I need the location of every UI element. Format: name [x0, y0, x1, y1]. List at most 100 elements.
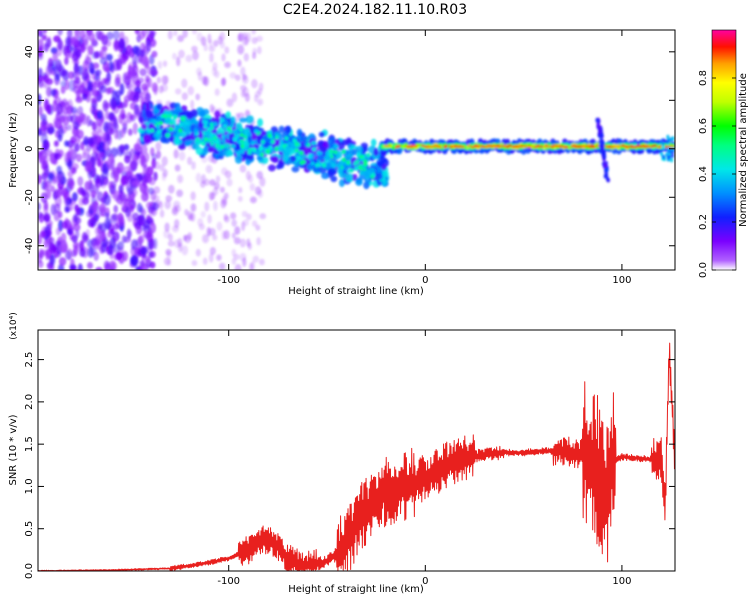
- spectrogram-cell: [81, 93, 88, 101]
- spectrogram-cell: [159, 209, 165, 218]
- spectrogram-cell: [231, 257, 237, 265]
- spectrogram-cell: [76, 135, 81, 144]
- spectrogram-cell: [258, 258, 265, 266]
- spectrogram-cell: [106, 31, 114, 41]
- spectrogram-cell: [46, 263, 55, 270]
- spectrogram-cell: [70, 135, 77, 144]
- spectrogram-cell: [120, 119, 128, 127]
- spectrogram-cell: [89, 203, 97, 210]
- spectrogram-cell: [166, 259, 172, 266]
- spectrogram-cell: [671, 136, 675, 141]
- spectrogram-cell: [123, 71, 131, 81]
- spectrogram-cell: [278, 125, 285, 133]
- spectrogram-cell: [231, 248, 237, 257]
- spectrogram-cell: [202, 257, 208, 265]
- spectrogram-cell: [325, 162, 332, 170]
- spectrogram-cell: [668, 147, 672, 152]
- spectrogram-cell: [123, 143, 130, 151]
- spectrogram-cell: [591, 145, 596, 149]
- spectrogram-cell: [234, 74, 241, 81]
- spectrogram-cell: [287, 141, 292, 146]
- spectrogram-cell: [156, 76, 161, 84]
- spectrogram-cell: [53, 152, 60, 161]
- spectrogram-cell: [666, 155, 671, 160]
- spectrogram-cell: [333, 150, 338, 155]
- spectrogram-cell: [40, 113, 47, 122]
- spectrogram-cell: [608, 145, 613, 148]
- spectrogram-cell: [71, 162, 79, 170]
- spectrogram-cell: [231, 92, 238, 103]
- snr-y-axis-label: SNR (10 * v/v): [8, 414, 19, 485]
- spectrogram-cell: [44, 97, 49, 108]
- spectrogram-cell: [240, 149, 245, 155]
- spectrogram-cell: [79, 81, 85, 88]
- spectrogram-cell: [155, 141, 162, 151]
- spectrogram-cell: [256, 35, 263, 42]
- spectrogram-cell: [670, 145, 675, 148]
- spectrogram-cell: [74, 229, 80, 239]
- spectrogram-cell: [233, 237, 241, 245]
- figure-title: C2E4.2024.182.11.10.R03: [282, 2, 468, 18]
- spectrogram-cell: [90, 97, 98, 104]
- spectrogram-cell: [71, 51, 80, 62]
- spectrogram-cell: [69, 263, 77, 270]
- spectrogram-cell: [200, 141, 206, 146]
- spectrogram-cell: [380, 157, 388, 163]
- spectrogram-cell: [172, 114, 178, 119]
- spectrogram-cell: [370, 138, 377, 147]
- spectrogram-cell: [126, 186, 134, 196]
- spectrogram-cell: [54, 119, 62, 127]
- spectrogram-cell: [413, 144, 418, 147]
- spectrogram-cell: [46, 149, 53, 157]
- spectrogram-cell: [138, 30, 146, 40]
- spectrogram-cell: [41, 34, 48, 41]
- spectrogram-cell: [208, 45, 216, 52]
- spectrogram-cell: [95, 266, 103, 270]
- spectrogram-cell: [373, 147, 379, 157]
- spectrogram-cell: [301, 159, 306, 165]
- spectrogram-cell: [507, 144, 512, 147]
- spectrogram-cell: [104, 212, 110, 219]
- spectrogram-cell: [82, 60, 89, 72]
- spectrogram-cell: [113, 117, 118, 130]
- spectrogram-cell: [116, 162, 125, 174]
- spectrogram-cell: [218, 262, 226, 270]
- spectrogram-cell: [67, 180, 76, 187]
- spectrogram-cell: [363, 181, 370, 190]
- spectrogram-cell: [133, 107, 141, 119]
- snr-series-line: [38, 342, 675, 571]
- spectrogram-cell: [145, 102, 151, 111]
- spectrogram-cell: [265, 149, 271, 154]
- spectrogram-cell: [145, 255, 151, 265]
- spectrogram-cell: [198, 223, 205, 231]
- spectrogram-cell: [466, 144, 471, 147]
- spectrogram-cell: [47, 172, 54, 183]
- spectrogram-cell: [325, 155, 331, 160]
- spectrogram-cell: [91, 38, 98, 47]
- spectrogram-cell: [87, 218, 94, 228]
- spectrogram-cell: [558, 145, 563, 148]
- spectrogram-cell: [661, 141, 665, 147]
- spectrogram-cell: [162, 168, 168, 178]
- spectrogram-cell: [190, 191, 196, 201]
- spectrogram-cell: [118, 38, 125, 49]
- spectrogram-cell: [85, 160, 93, 173]
- spectrogram-cell: [68, 144, 74, 157]
- spectrogram-cell: [177, 174, 184, 184]
- spectrogram-cell: [68, 204, 74, 211]
- spectrogram-cell: [256, 237, 261, 246]
- spectrogram-cell: [53, 246, 59, 259]
- spectrogram-cell: [252, 52, 257, 60]
- spectrogram-cell: [93, 50, 101, 59]
- spectrogram-cell: [71, 71, 77, 79]
- spectrogram-cell: [597, 129, 602, 135]
- spectrogram-cell: [316, 150, 321, 155]
- spectrogram-cell: [279, 140, 284, 145]
- spectrogram-cell: [55, 59, 62, 71]
- spectrogram-cell: [270, 139, 276, 144]
- spectrogram-cell: [153, 85, 158, 96]
- spectrogram-cell: [103, 236, 108, 247]
- spectrogram-cell: [234, 155, 243, 164]
- x-tick-label: 0: [422, 275, 428, 286]
- spectrogram-cell: [218, 150, 225, 157]
